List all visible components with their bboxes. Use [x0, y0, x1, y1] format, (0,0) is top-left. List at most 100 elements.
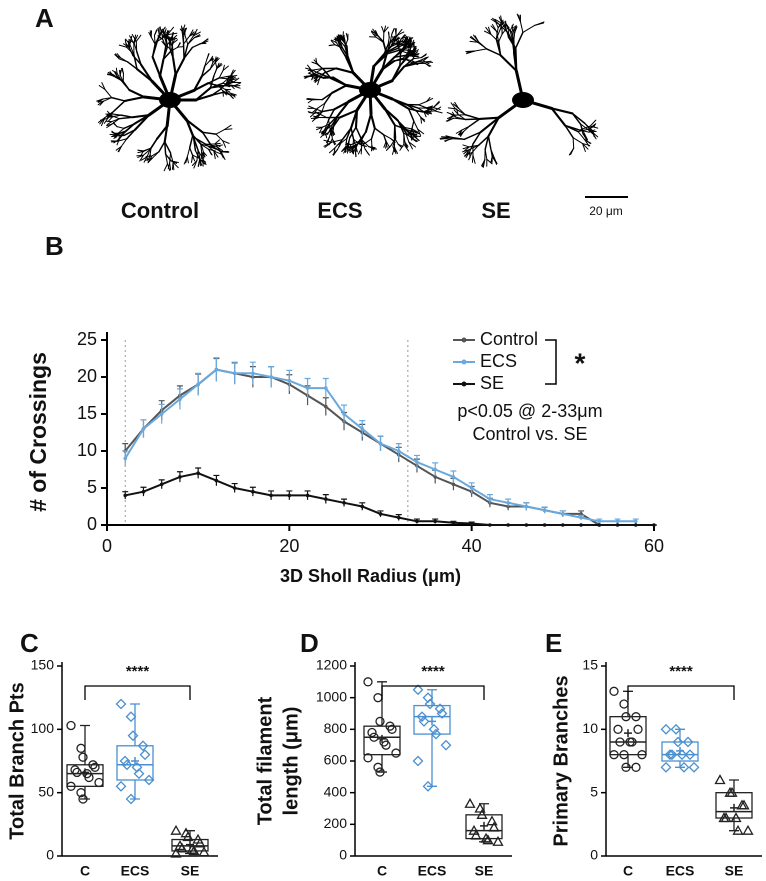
data-point	[742, 824, 754, 835]
process	[403, 126, 411, 134]
process	[462, 146, 470, 150]
process	[114, 71, 118, 78]
data-point	[738, 799, 750, 810]
series-line	[125, 472, 654, 526]
data-point	[269, 375, 273, 379]
process	[434, 106, 442, 112]
process	[163, 141, 172, 154]
process	[165, 153, 168, 165]
process	[390, 137, 397, 147]
process	[343, 34, 345, 41]
process	[201, 131, 217, 135]
cell-label: ECS	[317, 198, 362, 223]
process	[490, 33, 500, 43]
process	[322, 76, 334, 79]
process	[104, 88, 113, 99]
process	[490, 148, 494, 159]
process	[208, 146, 217, 150]
process	[394, 124, 397, 140]
data-point	[78, 794, 88, 804]
process	[125, 123, 136, 132]
x-tick-label: SE	[475, 863, 494, 879]
process	[448, 114, 456, 120]
process	[145, 157, 153, 161]
process	[342, 31, 344, 40]
y-tick-label: 400	[324, 783, 348, 799]
mean	[480, 821, 488, 830]
process	[582, 143, 589, 150]
process	[314, 78, 320, 83]
data-point	[621, 712, 631, 722]
whisker	[80, 724, 90, 800]
process	[116, 126, 125, 129]
process	[395, 118, 406, 129]
process	[208, 148, 212, 155]
process	[411, 128, 417, 134]
data-point	[469, 521, 474, 526]
process	[205, 143, 215, 152]
process	[499, 23, 507, 30]
process	[113, 100, 126, 112]
process	[452, 103, 460, 109]
data-point	[76, 788, 86, 798]
data-point	[486, 815, 498, 826]
process	[158, 141, 166, 153]
data-point	[621, 762, 631, 772]
process	[389, 34, 398, 42]
data-point	[440, 739, 452, 751]
process	[469, 143, 474, 153]
data-point	[342, 501, 346, 505]
process	[450, 102, 456, 110]
process	[468, 118, 481, 127]
data-point	[488, 497, 492, 501]
process	[572, 137, 575, 149]
process	[120, 138, 128, 148]
process	[522, 24, 536, 33]
process	[224, 81, 231, 86]
process	[194, 150, 201, 160]
process	[142, 148, 151, 156]
process	[336, 36, 339, 43]
data-point	[412, 684, 424, 696]
process	[505, 24, 511, 32]
data-point	[381, 740, 391, 750]
process	[579, 123, 589, 130]
process	[420, 116, 426, 121]
process	[215, 145, 222, 152]
data-point	[391, 748, 401, 758]
process	[182, 35, 191, 45]
process	[212, 58, 217, 63]
process	[312, 107, 319, 113]
data-point	[633, 519, 638, 524]
process	[518, 14, 521, 23]
process	[353, 146, 357, 153]
data-point	[141, 427, 146, 431]
process	[401, 42, 407, 51]
data-point	[360, 504, 365, 509]
process	[381, 26, 385, 33]
process	[183, 46, 194, 60]
data-point	[121, 759, 133, 771]
process	[404, 141, 408, 149]
process	[194, 86, 212, 102]
process	[313, 107, 324, 113]
process	[364, 112, 373, 133]
data-point	[70, 765, 80, 775]
process	[399, 53, 402, 67]
process	[172, 161, 179, 169]
process	[215, 144, 223, 147]
process	[374, 127, 385, 136]
process	[405, 47, 410, 58]
significance-label: ****	[126, 663, 150, 680]
process	[214, 56, 219, 64]
legend-label: ECS	[480, 351, 517, 371]
data-point	[305, 386, 310, 390]
process	[417, 128, 425, 135]
process	[224, 124, 232, 130]
process	[469, 40, 479, 43]
process	[413, 51, 419, 56]
data-point	[451, 482, 456, 487]
process	[215, 128, 226, 135]
process	[414, 59, 423, 63]
process	[128, 89, 146, 99]
